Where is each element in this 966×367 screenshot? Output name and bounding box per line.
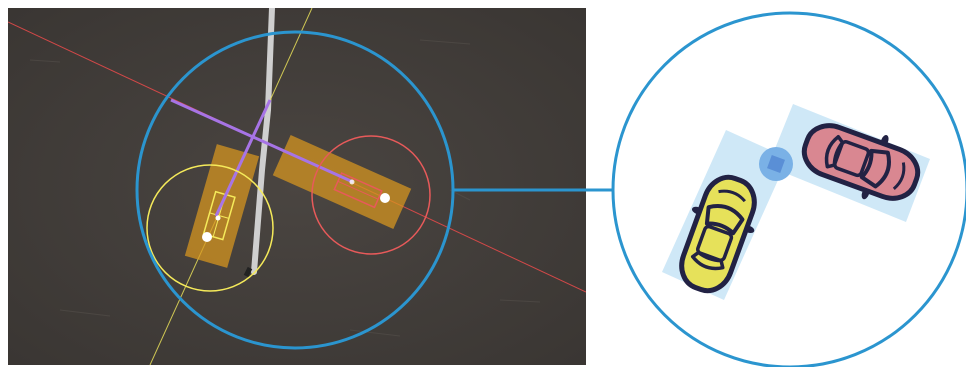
red-vehicle-center — [380, 193, 390, 203]
schematic-zoom-panel — [613, 13, 966, 367]
red-vehicle-front — [349, 179, 355, 185]
red-car — [801, 123, 921, 201]
red-vehicle-radius — [311, 135, 431, 255]
schematic-zoom-circle — [611, 11, 966, 367]
yellow-car — [679, 174, 757, 294]
road-marking — [251, 8, 275, 275]
asphalt-background — [8, 8, 586, 365]
yellow-vehicle-radius — [146, 164, 274, 292]
purple-trajectory-b — [214, 99, 272, 217]
purple-trajectory-a — [170, 98, 354, 184]
yellow-vehicle-front — [215, 215, 221, 221]
yellow-vehicle-center — [202, 232, 212, 242]
contact-point-square — [767, 155, 785, 173]
aerial-photo-panel — [8, 8, 586, 365]
red-vehicle-box — [272, 135, 412, 229]
road-marking-shadow — [243, 266, 253, 278]
